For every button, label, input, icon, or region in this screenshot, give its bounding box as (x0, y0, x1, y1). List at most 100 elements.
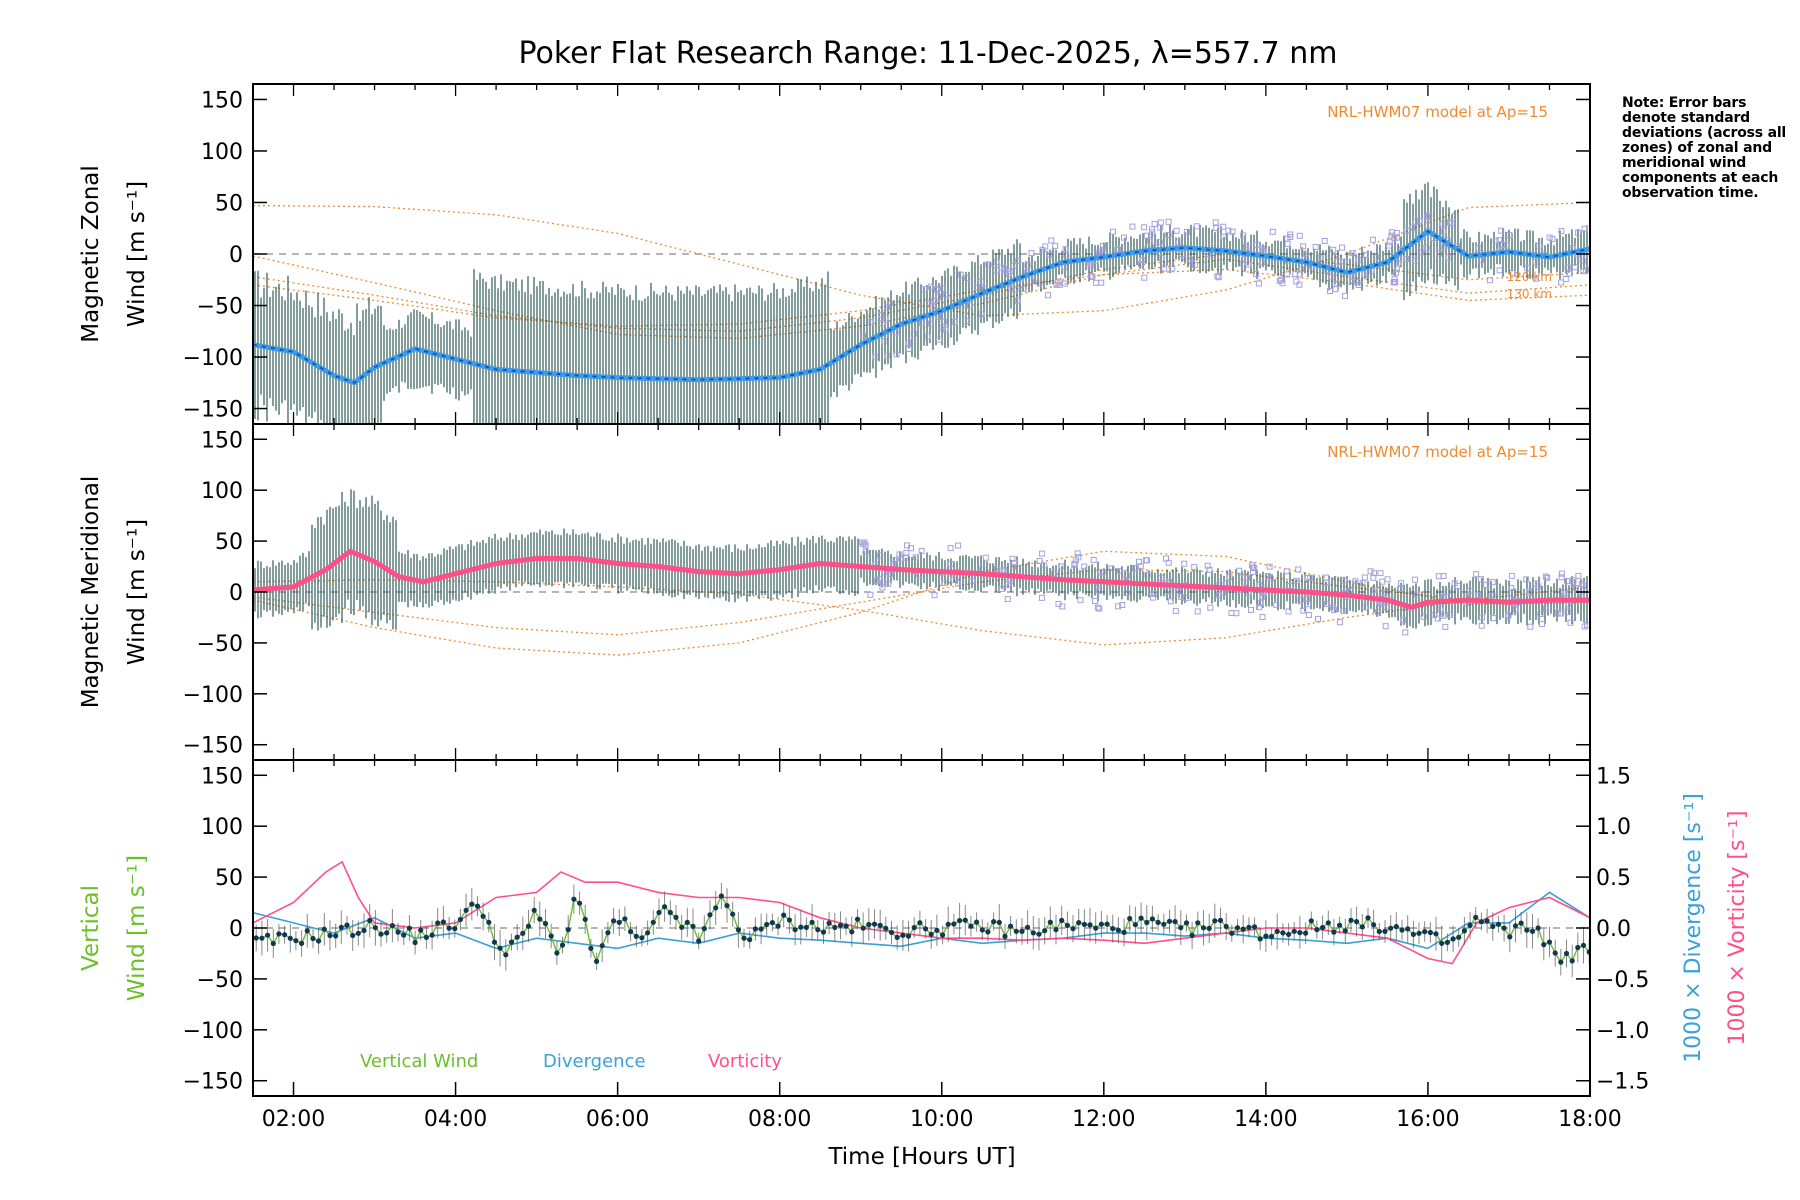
y2-tick-label: 0.0 (1596, 917, 1631, 942)
y-tick-label: 0 (229, 581, 243, 606)
zone-sample (1304, 575, 1311, 581)
vertical-wind-point (577, 900, 583, 906)
zone-sample (924, 333, 931, 340)
zone-sample (1336, 619, 1343, 626)
model-label: NRL-HWM07 model at Ap=15 (1327, 443, 1548, 461)
zone-sample (957, 271, 964, 278)
vertical-wind-point (854, 916, 861, 922)
vertical-wind-point (571, 896, 577, 902)
y-tick-label: 100 (201, 815, 243, 840)
vertical-wind-point (457, 916, 463, 923)
zone-sample (1283, 568, 1290, 575)
vertical-wind-point (985, 929, 991, 935)
zone-sample (1008, 285, 1015, 291)
y-axis-label: Wind [m s⁻¹] (124, 855, 150, 1001)
zone-sample (1144, 572, 1151, 579)
vorticity-line (253, 860, 1590, 965)
vertical-wind-point (316, 938, 322, 944)
vertical-wind-point (877, 922, 883, 928)
zone-sample (860, 541, 867, 548)
vertical-wind-point (662, 904, 668, 910)
zone-sample (1259, 259, 1266, 266)
vertical-wind-point (299, 940, 305, 947)
zone-sample (1186, 256, 1193, 263)
zone-sample (1402, 629, 1409, 636)
zone-sample (1566, 270, 1573, 277)
zone-sample (1119, 602, 1126, 608)
zone-sample (1498, 227, 1505, 234)
zone-sample (1092, 598, 1098, 604)
zone-sample (1243, 243, 1249, 250)
vertical-wind-point (1393, 924, 1399, 930)
vertical-wind-point (304, 928, 310, 934)
vertical-wind-point (1399, 927, 1405, 933)
vertical-wind-point (1388, 925, 1394, 931)
vertical-wind-point (945, 921, 951, 927)
vertical-wind-point (1558, 959, 1564, 965)
zone-sample (1582, 266, 1589, 273)
zone-sample (1174, 588, 1181, 595)
vertical-wind-point (883, 925, 889, 931)
zone-sample (1334, 258, 1341, 265)
vertical-wind-point (724, 903, 730, 909)
y-tick-label: 100 (201, 479, 243, 504)
zone-sample (1369, 236, 1376, 243)
zone-sample (1543, 605, 1549, 612)
vertical-wind-point (1478, 919, 1484, 925)
zone-sample (935, 294, 942, 300)
zone-sample (1489, 592, 1496, 599)
zone-sample (1005, 270, 1012, 277)
zone-sample (1173, 227, 1180, 234)
zone-sample (1117, 567, 1124, 574)
zone-sample (867, 319, 874, 326)
zone-sample (1074, 550, 1081, 557)
vertical-wind-point (1217, 917, 1224, 924)
vertical-wind-point (412, 939, 418, 946)
zone-sample (998, 586, 1005, 592)
vertical-wind-point (1280, 930, 1286, 936)
zone-sample (1532, 580, 1539, 587)
zone-sample (1269, 228, 1276, 235)
vertical-wind-point (1342, 928, 1348, 934)
vertical-wind-point (1365, 915, 1371, 921)
vertical-wind-point (1456, 934, 1462, 940)
zone-sample (1489, 579, 1496, 586)
vertical-wind-point (1580, 942, 1587, 948)
zone-sample (1413, 591, 1420, 598)
vertical-wind-point (1104, 921, 1110, 927)
error-bars (254, 182, 1588, 423)
zone-sample (1396, 256, 1403, 263)
zone-sample (1454, 582, 1461, 589)
vertical-wind-point (389, 923, 395, 929)
model-altitude-label: 130 km (1507, 287, 1552, 301)
zone-sample (1578, 580, 1585, 587)
vertical-wind-point (1059, 917, 1065, 924)
vertical-wind-point (282, 932, 288, 938)
zone-sample (1156, 239, 1163, 246)
vertical-wind-point (321, 926, 327, 932)
vertical-wind-point (599, 943, 605, 949)
zone-sample (1215, 274, 1222, 281)
zone-sample (862, 548, 869, 555)
zone-sample (1475, 245, 1482, 251)
vertical-wind-point (1371, 922, 1377, 928)
vertical-wind-point (650, 919, 656, 925)
model-curve (253, 568, 1590, 636)
zone-sample (880, 579, 887, 586)
zone-sample (969, 578, 976, 584)
zone-sample (1312, 244, 1319, 250)
vertical-wind-point (361, 927, 367, 934)
y-tick-label: −100 (183, 683, 243, 708)
chart-title: Poker Flat Research Range: 11-Dec-2025, … (519, 36, 1338, 71)
vertical-wind-point (463, 907, 469, 913)
vertical-wind-point (1524, 927, 1530, 933)
zone-sample (1570, 577, 1577, 584)
zone-sample (1558, 574, 1565, 581)
zone-sample (1207, 604, 1214, 611)
zone-sample (1446, 611, 1453, 618)
zone-sample (1496, 267, 1503, 274)
vertical-wind-point (820, 929, 827, 935)
zone-sample (1255, 280, 1262, 287)
zone-sample (955, 580, 961, 587)
zone-sample (933, 286, 940, 293)
